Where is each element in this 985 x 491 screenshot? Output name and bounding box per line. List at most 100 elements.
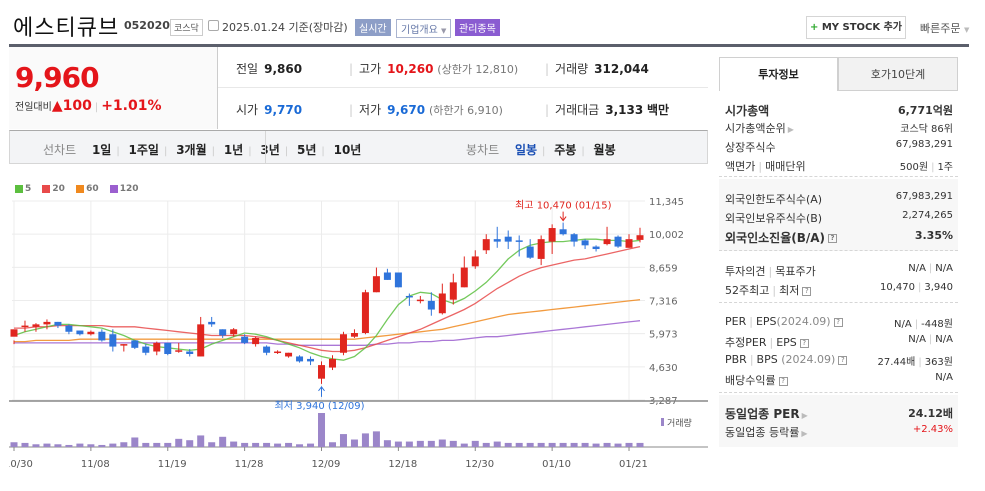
prev-close-value: 9,860 xyxy=(264,62,303,76)
est-per-label: 추정PER xyxy=(725,336,767,349)
foreign-section: 외국인한도주식수(A) 67,983,291 외국인보유주식수(B) 2,274,2… xyxy=(719,179,958,251)
foreign-hold-value: 2,274,265 xyxy=(902,210,953,221)
bps-label: BPS xyxy=(756,353,778,366)
help-icon[interactable]: ? xyxy=(838,355,848,365)
up-arrow-icon: ▲ xyxy=(51,98,63,114)
face-value-label: 액면가 xyxy=(725,160,756,173)
add-my-stock-button[interactable]: + MY STOCK 추가 xyxy=(806,16,906,39)
market-cap-label: 시가총액 xyxy=(725,104,770,118)
per-value: N/A xyxy=(894,319,912,330)
trade-unit-value: 1주 xyxy=(937,162,953,173)
svg-text:11/19: 11/19 xyxy=(158,459,187,470)
svg-text:01/10: 01/10 xyxy=(542,459,571,470)
svg-text:12/18: 12/18 xyxy=(388,459,417,470)
dividend-yield-label: 배당수익률 xyxy=(725,374,776,387)
svg-text:거래량: 거래량 xyxy=(667,417,692,429)
calendar-clock-icon xyxy=(208,20,219,31)
svg-text:10,002: 10,002 xyxy=(649,230,684,241)
w52-low-label: 최저 xyxy=(779,284,800,297)
current-price-box: 9,960 전일대비▲100 | +1.01% xyxy=(9,47,218,129)
open-label: 시가 xyxy=(236,103,259,117)
foreign-ratio-value: 3.35% xyxy=(914,229,953,242)
invest-info-panel: 투자정보 호가10단계 시가총액 6,771억원 시가총액순위 ▶ 코스닥 86위 상… xyxy=(719,57,958,452)
foreign-limit-value: 67,983,291 xyxy=(895,191,953,202)
amount-label: 거래대금 xyxy=(555,103,600,117)
w52-low-value: 3,940 xyxy=(924,282,953,293)
period-3y[interactable]: 3년 xyxy=(260,143,280,157)
sector-change-value: +2.43% xyxy=(912,424,953,435)
sector-per-link[interactable]: 동일업종 PER ▶ xyxy=(725,405,808,422)
sector-section: 동일업종 PER ▶ 24.12배 동일업종 등락률 ▶ +2.43% xyxy=(719,395,958,447)
per-date: (2024.09) xyxy=(776,315,831,328)
price-change: 전일대비▲100 | +1.01% xyxy=(15,98,162,114)
valuation-section: PER | EPS(2024.09)? N/A | -448원 추정PER | EPS? N/A… xyxy=(719,307,958,393)
svg-text:11/28: 11/28 xyxy=(235,459,264,470)
svg-text:11/08: 11/08 xyxy=(81,459,110,470)
help-icon[interactable]: ? xyxy=(799,338,809,348)
legend-ma20[interactable]: 20 xyxy=(42,184,65,194)
high-price: | 고가 10,260 (상한가 12,810) xyxy=(349,62,519,76)
market-badge: 코스닥 xyxy=(170,19,203,36)
lower-limit: (하한가 6,910) xyxy=(428,104,503,117)
upper-limit: (상한가 12,810) xyxy=(437,63,519,76)
per-label: PER xyxy=(725,315,747,328)
quick-order-dropdown[interactable]: 빠른주문 ▼ xyxy=(920,20,969,36)
cap-rank-value: 코스닥 86위 xyxy=(900,124,953,135)
period-5y[interactable]: 5년 xyxy=(297,143,317,157)
w52-high-value: 10,470 xyxy=(879,282,915,293)
header-divider xyxy=(9,44,969,47)
legend-ma5[interactable]: 5 xyxy=(15,184,31,194)
svg-text:01/21: 01/21 xyxy=(619,459,648,470)
period-3m[interactable]: 3개월 xyxy=(176,143,207,157)
managed-stock-badge[interactable]: 관리종목 xyxy=(455,19,500,36)
amount-value: 3,133 xyxy=(605,103,644,117)
date-label: 2025.01.24 기준(장마감) xyxy=(222,21,348,34)
help-icon[interactable]: ? xyxy=(828,234,838,243)
dividend-yield-value: N/A xyxy=(935,372,953,383)
face-value: 500원 xyxy=(899,162,929,173)
trade-unit-label: 매매단위 xyxy=(765,160,806,173)
candle-weekly[interactable]: 주봉 xyxy=(554,143,577,157)
target-price-label: 목표주가 xyxy=(775,265,816,278)
period-10y[interactable]: 10년 xyxy=(333,143,362,157)
help-icon[interactable]: ? xyxy=(802,286,812,296)
volume-value: 312,044 xyxy=(594,62,649,76)
chevron-down-icon: ▼ xyxy=(963,26,970,34)
sector-per-label: 동일업종 PER xyxy=(725,407,800,421)
svg-text:최고 10,470 (01/15): 최고 10,470 (01/15) xyxy=(515,200,611,212)
caret-right-icon: ▶ xyxy=(801,429,808,438)
price-chart[interactable]: 5 20 60 120 11,345 10,002 8,659 7,316 5,973 4… xyxy=(4,164,708,487)
candle-monthly[interactable]: 월봉 xyxy=(593,143,616,157)
help-icon[interactable]: ? xyxy=(833,317,843,327)
cap-rank-link[interactable]: 시가총액순위 ▶ xyxy=(725,120,794,136)
current-price: 9,960 xyxy=(15,61,100,94)
legend-label: 60 xyxy=(86,184,99,194)
help-icon[interactable]: ? xyxy=(778,376,788,386)
candlestick-plot[interactable]: 11,34510,0028,6597,3165,9734,6303,28710/… xyxy=(4,164,708,487)
open-value: 9,770 xyxy=(264,103,303,117)
shares-label: 상장주식수 xyxy=(725,141,776,154)
pbr-value: 27.44배 xyxy=(877,357,916,368)
chart-legend: 5 20 60 120 xyxy=(15,184,147,194)
opinion-value: N/A xyxy=(908,263,926,274)
tab-invest-info[interactable]: 투자정보 xyxy=(719,57,838,91)
svg-text:11,345: 11,345 xyxy=(649,197,684,208)
realtime-button[interactable]: 실시간 xyxy=(355,19,391,36)
period-1d[interactable]: 1일 xyxy=(91,143,112,157)
candle-chart-periods: 봉차트 일봉 | 주봉 | 월봉 xyxy=(466,143,616,157)
svg-text:12/30: 12/30 xyxy=(465,459,494,470)
chart-range-bar: 선차트 1일 | 1주일 | 3개월 | 1년 | 3년 | 5년 | 10년 봉차트 일봉… xyxy=(9,130,708,164)
period-1w[interactable]: 1주일 xyxy=(128,143,159,157)
eps-label: EPS xyxy=(755,315,777,328)
tab-orderbook[interactable]: 호가10단계 xyxy=(838,57,958,91)
est-per-value: N/A xyxy=(908,334,926,345)
quick-order-label: 빠른주문 xyxy=(920,22,961,35)
legend-swatch xyxy=(15,184,23,193)
candle-daily[interactable]: 일봉 xyxy=(514,143,538,157)
chevron-down-icon: ▼ xyxy=(441,27,447,35)
sector-change-link[interactable]: 동일업종 등락률 ▶ xyxy=(725,424,808,440)
legend-ma60[interactable]: 60 xyxy=(76,184,99,194)
company-overview-dropdown[interactable]: 기업개요 ▼ xyxy=(396,19,452,38)
period-1y[interactable]: 1년 xyxy=(223,143,244,157)
legend-ma120[interactable]: 120 xyxy=(109,184,139,194)
